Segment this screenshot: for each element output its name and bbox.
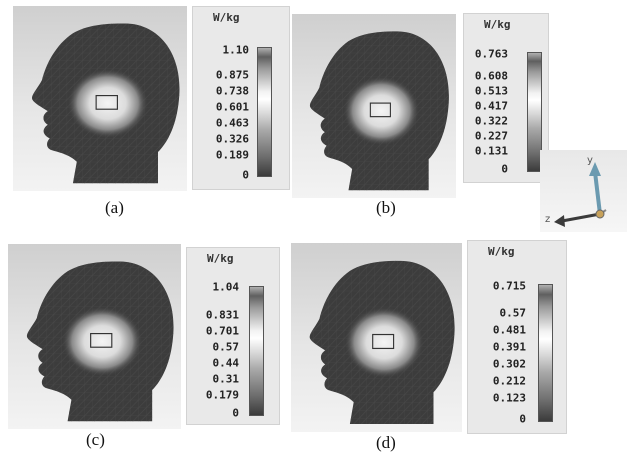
scale-tick: 1.04 (212, 280, 240, 294)
axes-arrows (554, 162, 607, 227)
scale-tick: 0 (519, 412, 526, 426)
colorbar (257, 47, 272, 177)
scale-tick: 0.417 (474, 99, 508, 113)
scale-tick: 0.179 (205, 388, 239, 402)
scale-tick: 0 (501, 162, 508, 176)
color-scale-d: W/kg 0.715 0.57 0.481 0.391 0.302 0.212 … (467, 240, 567, 434)
caption-d: (d) (376, 433, 396, 452)
scale-tick: 0.391 (492, 340, 526, 354)
color-scale-b: W/kg 0.763 0.608 0.513 0.417 0.322 0.227… (463, 13, 549, 183)
caption-a: (a) (105, 198, 124, 217)
scale-tick: 0.715 (492, 279, 526, 293)
device-outline (369, 102, 391, 118)
scale-tick: 0.131 (474, 144, 508, 158)
scale-tick: 0.601 (215, 100, 249, 114)
caption-b: (b) (376, 198, 396, 217)
scale-tick: 0.608 (474, 69, 508, 83)
scale-tick: 0.31 (212, 372, 240, 386)
sar-hotspot (343, 75, 420, 146)
unit-label: W/kg (213, 11, 240, 24)
sar-hotspot (61, 306, 143, 377)
device-outline (372, 333, 395, 350)
scale-tick: 0.44 (212, 356, 240, 370)
scale-tick: 0.463 (215, 116, 249, 130)
scale-tick: 0.302 (492, 357, 526, 371)
scale-tick: 0 (232, 406, 239, 420)
scale-tick: 0.212 (492, 374, 526, 388)
scale-tick: 0.189 (215, 148, 249, 162)
unit-label: W/kg (207, 252, 234, 265)
device-outline (90, 332, 113, 348)
sar-hotspot (344, 306, 424, 379)
scale-tick: 0.763 (474, 47, 508, 61)
scale-tick: 0.57 (212, 340, 240, 354)
scale-tick: 0.322 (474, 114, 508, 128)
scale-tick: 0.831 (205, 308, 239, 322)
head-silhouette (309, 260, 455, 425)
axes-triad: y z (540, 150, 627, 232)
head-silhouette (32, 23, 180, 184)
scale-tick: 0.326 (215, 132, 249, 146)
head-model-b (292, 14, 456, 198)
scale-tick: 0.738 (215, 84, 249, 98)
head-model-a (13, 6, 187, 191)
unit-label: W/kg (484, 18, 511, 31)
head-silhouette (309, 31, 449, 191)
scale-tick: 0.513 (474, 84, 508, 98)
scale-tick: 0 (242, 168, 249, 182)
head-model-c (8, 244, 181, 429)
axis-z-label: z (545, 214, 551, 225)
scale-tick: 0.875 (215, 68, 249, 82)
scale-tick: 0.701 (205, 324, 239, 338)
scale-tick: 1.10 (222, 43, 250, 57)
colorbar (527, 52, 542, 172)
sar-hotspot (67, 68, 149, 139)
axis-y-label: y (587, 155, 593, 166)
scale-tick: 0.481 (492, 323, 526, 337)
caption-c: (c) (86, 430, 105, 449)
unit-label: W/kg (488, 245, 515, 258)
colorbar (249, 286, 264, 416)
colorbar (538, 284, 553, 422)
head-silhouette (26, 261, 174, 422)
scale-tick: 0.227 (474, 129, 508, 143)
head-model-d (291, 243, 462, 432)
color-scale-a: W/kg 1.10 0.875 0.738 0.601 0.463 0.326 … (192, 6, 290, 190)
device-outline (95, 94, 118, 110)
color-scale-c: W/kg 1.04 0.831 0.701 0.57 0.44 0.31 0.1… (186, 247, 280, 425)
scale-tick: 0.57 (499, 306, 527, 320)
scale-tick: 0.123 (492, 391, 526, 405)
